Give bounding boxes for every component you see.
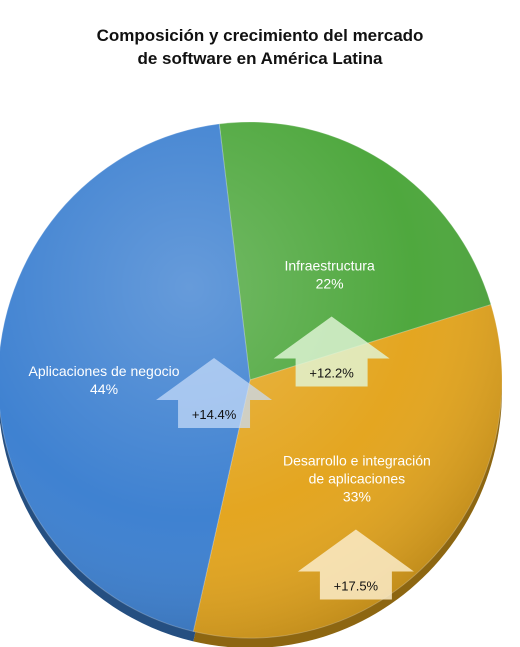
slice-value-label: 22%: [316, 275, 344, 291]
slice-label: Infraestructura: [284, 257, 374, 273]
slice-labels: Infraestructura 22% Desarrollo e integraci…: [29, 257, 431, 504]
growth-arrows: +12.2% +17.5% +14.4%: [156, 316, 414, 600]
slice-label: Desarrollo e integración: [283, 452, 431, 468]
growth-label: +17.5%: [334, 578, 379, 593]
growth-arrow: [273, 316, 390, 387]
chart-title-line-1: Composición y crecimiento del mercado: [96, 26, 424, 45]
slice-value-label: 44%: [90, 381, 118, 397]
pie-slices: [0, 121, 503, 647]
slice-label: de aplicaciones: [309, 470, 406, 486]
slice-value-label: 33%: [343, 488, 371, 504]
chart-title-line-2: de software en América Latina: [137, 49, 383, 68]
pie-gloss: [0, 122, 502, 638]
slice-label: Aplicaciones de negocio: [29, 363, 180, 379]
growth-label: +12.2%: [309, 365, 354, 380]
growth-arrow: [297, 529, 414, 600]
growth-arrow: [156, 357, 273, 428]
growth-label: +14.4%: [192, 407, 237, 422]
chart-title: Composición y crecimiento del mercado de…: [0, 24, 520, 70]
